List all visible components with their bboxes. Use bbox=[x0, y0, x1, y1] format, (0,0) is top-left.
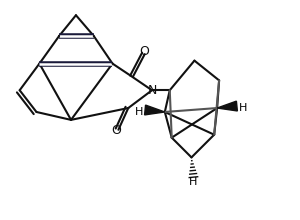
Polygon shape bbox=[217, 101, 237, 111]
Text: H: H bbox=[238, 103, 247, 113]
Text: H: H bbox=[135, 107, 143, 117]
Text: O: O bbox=[139, 45, 149, 58]
Text: N: N bbox=[147, 84, 157, 97]
Text: H: H bbox=[189, 177, 198, 187]
Polygon shape bbox=[145, 105, 165, 115]
Text: O: O bbox=[112, 124, 122, 137]
